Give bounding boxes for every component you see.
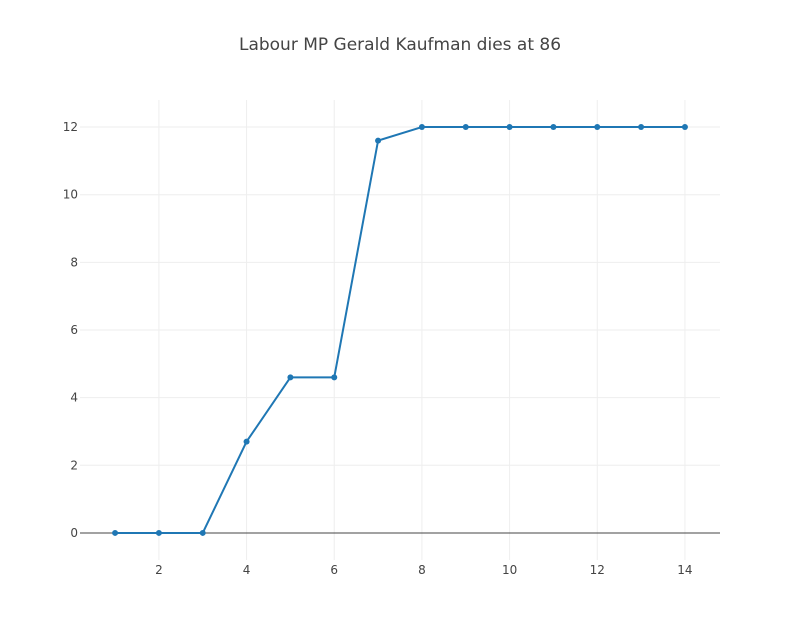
data-point bbox=[331, 374, 338, 381]
y-tick-label: 8 bbox=[70, 255, 78, 269]
y-tick-label: 2 bbox=[70, 458, 78, 472]
x-tick-label: 2 bbox=[155, 563, 163, 577]
data-point bbox=[112, 529, 119, 536]
data-point bbox=[243, 438, 250, 445]
x-tick-label: 10 bbox=[502, 563, 517, 577]
y-tick-label: 6 bbox=[70, 323, 78, 337]
data-point bbox=[375, 137, 382, 144]
x-tick-label: 6 bbox=[330, 563, 338, 577]
chart-title: Labour MP Gerald Kaufman dies at 86 bbox=[239, 35, 561, 55]
data-point bbox=[287, 374, 294, 381]
y-tick-label: 4 bbox=[70, 391, 78, 405]
data-point bbox=[594, 124, 601, 131]
x-tick-label: 12 bbox=[590, 563, 605, 577]
data-point bbox=[638, 124, 645, 131]
series-line bbox=[115, 126, 685, 534]
series bbox=[112, 124, 688, 536]
data-point bbox=[506, 124, 513, 131]
axes: 2 4 6 8 10 12 14 0 2 4 6 8 10 12 bbox=[63, 120, 720, 577]
y-tick-label: 12 bbox=[63, 120, 78, 134]
data-point bbox=[550, 124, 557, 131]
data-point bbox=[462, 124, 469, 131]
data-point bbox=[418, 124, 425, 131]
x-tick-label: 8 bbox=[418, 563, 426, 577]
y-tick-label: 10 bbox=[63, 188, 78, 202]
x-tick-label: 4 bbox=[243, 563, 251, 577]
x-tick-label: 14 bbox=[677, 563, 692, 577]
y-tick-label: 0 bbox=[70, 526, 78, 540]
data-point bbox=[681, 124, 688, 131]
data-point bbox=[155, 529, 162, 536]
gridlines bbox=[80, 100, 720, 560]
data-point bbox=[199, 529, 206, 536]
